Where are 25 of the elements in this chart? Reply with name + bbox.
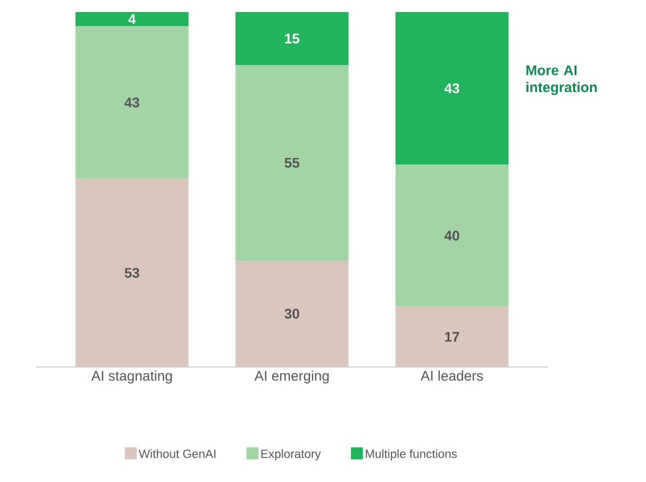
annotation: More AI integration <box>526 66 597 95</box>
data-label: 53 <box>124 268 140 278</box>
legend-label: Multiple functions <box>366 449 457 460</box>
legend-label: Without GenAI <box>138 449 216 458</box>
data-label: 15 <box>285 34 300 44</box>
x-tick-label: AI emerging <box>254 370 329 384</box>
x-tick-label: AI stagnating <box>91 370 172 384</box>
data-label: 4 <box>128 14 136 24</box>
data-label: 40 <box>444 230 460 241</box>
data-label: 43 <box>444 83 460 94</box>
bar <box>396 12 509 165</box>
data-label: 30 <box>284 308 300 319</box>
data-label: 17 <box>445 332 460 342</box>
x-tick-label: AI leaders <box>420 370 483 381</box>
legend-label: Exploratory <box>261 449 321 460</box>
bar <box>76 12 189 26</box>
bar <box>236 12 349 66</box>
bar <box>236 65 349 260</box>
bar <box>76 178 189 367</box>
bar <box>396 164 509 307</box>
bar <box>236 260 349 367</box>
bar <box>396 306 509 367</box>
bar <box>76 26 189 179</box>
data-label: 55 <box>284 158 300 168</box>
data-label: 43 <box>124 98 140 108</box>
